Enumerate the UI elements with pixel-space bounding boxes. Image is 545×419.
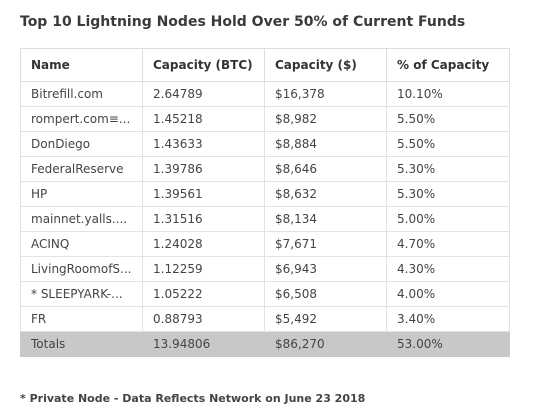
table-cell: 1.39561 (142, 181, 265, 207)
table-cell: 1.39786 (142, 156, 265, 182)
table-head: Name Capacity (BTC) Capacity ($)% of Capac… (20, 48, 510, 82)
table-cell: $8,646 (264, 156, 387, 182)
footnote: * Private Node - Data Reflects Network o… (20, 392, 366, 405)
table-cell: $6,508 (264, 281, 387, 307)
table-cell: DonDiego (20, 131, 143, 157)
table-cell: $7,671 (264, 231, 387, 257)
table-row: HP 1.39561 $8,632 5.30% (20, 181, 510, 207)
table-cell: rompert.com≡... (20, 106, 143, 132)
table-cell: 10.10% (386, 81, 510, 107)
table-cell: 1.12259 (142, 256, 265, 282)
table-cell: $6,943 (264, 256, 387, 282)
table-cell: 1.45218 (142, 106, 265, 132)
totals-cell: $86,270 (264, 331, 387, 357)
totals-row: Totals 13.94806 $86,270 53.00% (20, 331, 510, 357)
table-cell: $8,982 (264, 106, 387, 132)
table-cell: 5.00% (386, 206, 510, 232)
table-cell: FR (20, 306, 143, 332)
table-cell: $5,492 (264, 306, 387, 332)
table-cell: 5.50% (386, 131, 510, 157)
table-cell: 3.40% (386, 306, 510, 332)
table-cell: $16,378 (264, 81, 387, 107)
table-row: LivingRoomofS... 1.12259 $6,943 4.30% (20, 256, 510, 282)
data-table: Name Capacity (BTC) Capacity ($)% of Capac… (20, 48, 510, 357)
table-row: rompert.com≡... 1.45218 $8,982 5.50% (20, 106, 510, 132)
table-cell: 1.43633 (142, 131, 265, 157)
table-cell: ACINQ (20, 231, 143, 257)
table-cell: 1.24028 (142, 231, 265, 257)
table-cell: Bitrefill.com (20, 81, 143, 107)
table-cell: LivingRoomofS... (20, 256, 143, 282)
table-cell: 5.50% (386, 106, 510, 132)
table-cell: $8,884 (264, 131, 387, 157)
table-cell: 0.88793 (142, 306, 265, 332)
table-cell: 4.30% (386, 256, 510, 282)
header-cell: Capacity (BTC) (142, 48, 265, 82)
table-cell: $8,134 (264, 206, 387, 232)
table-cell: $8,632 (264, 181, 387, 207)
table-cell: HP (20, 181, 143, 207)
table-cell: 1.31516 (142, 206, 265, 232)
table-cell: mainnet.yalls.... (20, 206, 143, 232)
table-cell: 5.30% (386, 181, 510, 207)
table-cell: 4.70% (386, 231, 510, 257)
header-cell: % of Capacity (386, 48, 510, 82)
header-row: Name Capacity (BTC) Capacity ($)% of Capac… (20, 48, 510, 82)
totals-cell: 13.94806 (142, 331, 265, 357)
table-cell: * SLEEPYARK-... (20, 281, 143, 307)
table-body: Bitrefill.com 2.64789 $16,378 10.10% rompert… (20, 81, 510, 357)
table-cell: 5.30% (386, 156, 510, 182)
header-cell: Name (20, 48, 143, 82)
table-row: * SLEEPYARK-... 1.05222 $6,508 4.00% (20, 281, 510, 307)
title: Top 10 Lightning Nodes Hold Over 50% of … (20, 14, 466, 30)
table-cell: 4.00% (386, 281, 510, 307)
totals-cell: 53.00% (386, 331, 510, 357)
table-cell: FederalReserve (20, 156, 143, 182)
table-row: mainnet.yalls.... 1.31516 $8,134 5.00% (20, 206, 510, 232)
table-cell: 1.05222 (142, 281, 265, 307)
table-row: FederalReserve 1.39786 $8,646 5.30% (20, 156, 510, 182)
table-row: DonDiego 1.43633 $8,884 5.50% (20, 131, 510, 157)
totals-cell: Totals (20, 331, 143, 357)
table-row: FR 0.88793 $5,492 3.40% (20, 306, 510, 332)
table-cell: 2.64789 (142, 81, 265, 107)
header-cell: Capacity ($) (264, 48, 387, 82)
table-row: Bitrefill.com 2.64789 $16,378 10.10% (20, 81, 510, 107)
table-row: ACINQ 1.24028 $7,671 4.70% (20, 231, 510, 257)
